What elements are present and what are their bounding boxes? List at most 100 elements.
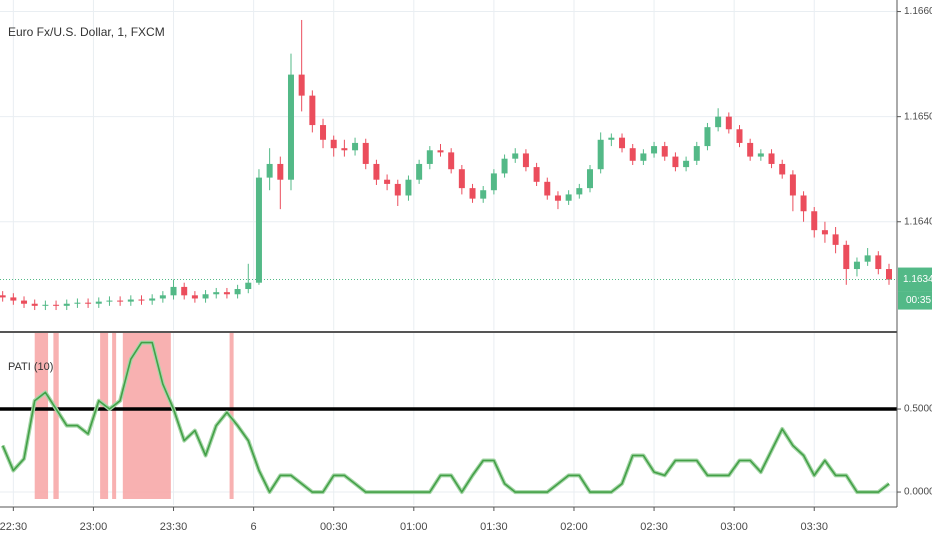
candle-body: [298, 74, 305, 96]
candle-body: [672, 156, 679, 168]
candle-body: [693, 146, 700, 161]
candle-body: [74, 302, 81, 304]
candle-body: [320, 125, 327, 140]
candle-body: [277, 163, 284, 180]
x-tick-label: 23:30: [160, 521, 188, 533]
candle-body: [10, 297, 17, 301]
candle-body: [490, 173, 497, 191]
candle-body: [234, 289, 241, 295]
highlight-band: [112, 333, 117, 499]
candle-body: [448, 152, 455, 170]
candle-body: [725, 116, 732, 130]
candle-body: [213, 292, 220, 295]
x-tick-label: 01:30: [480, 521, 508, 533]
candle-body: [768, 153, 775, 164]
candle-body: [266, 163, 273, 178]
candle-body: [394, 183, 401, 196]
candle-body: [437, 150, 444, 153]
highlight-band: [34, 333, 49, 499]
candle-body: [565, 194, 572, 201]
candle-body: [21, 300, 28, 304]
candle-body: [117, 300, 124, 302]
candle-body: [789, 174, 796, 196]
marks-layer: [0, 19, 897, 495]
chart-title: Euro Fx/U.S. Dollar, 1, FXCM: [8, 25, 165, 39]
indicator-title: PATI (10): [8, 361, 53, 373]
candle-body: [736, 129, 743, 143]
candle-body: [640, 153, 647, 161]
candle-body: [885, 269, 892, 280]
candle-body: [341, 148, 348, 151]
candle-body: [416, 163, 423, 180]
candle-body: [202, 294, 209, 299]
x-tick-label: 22:30: [0, 521, 27, 533]
x-tick-label: 03:30: [800, 521, 828, 533]
candle-body: [42, 304, 49, 306]
y-tick-label: 0.5000: [904, 404, 932, 415]
candle-body: [223, 292, 230, 295]
x-tick-label: 23:00: [80, 521, 108, 533]
candle-body: [651, 146, 658, 154]
candle-body: [501, 158, 508, 174]
candle-body: [170, 286, 177, 296]
y-tick-label: 1.16500: [904, 111, 932, 122]
candle-body: [106, 300, 113, 302]
x-tick-label: 02:30: [640, 521, 668, 533]
candle-body: [811, 211, 818, 231]
candle-body: [373, 163, 380, 180]
candle-body: [576, 188, 583, 195]
candle-body: [362, 142, 369, 164]
candle-body: [512, 153, 519, 159]
x-tick-label: 00:30: [320, 521, 348, 533]
candle-body: [704, 127, 711, 147]
candle-body: [245, 282, 252, 290]
candle-body: [629, 148, 636, 161]
x-tick-label: 02:00: [560, 521, 588, 533]
candle-body: [757, 153, 764, 157]
candle-body: [330, 139, 337, 149]
candle-body: [31, 303, 38, 306]
candle-body: [352, 142, 359, 151]
x-tick-label: 01:00: [400, 521, 428, 533]
candle-body: [53, 304, 60, 306]
candle-body: [127, 299, 134, 302]
highlight-band: [100, 333, 109, 499]
candle-body: [469, 188, 476, 199]
candle-body: [779, 163, 786, 175]
candle-body: [0, 295, 6, 298]
candle-body: [255, 177, 262, 283]
x-tick-label: 03:00: [720, 521, 748, 533]
candle-body: [309, 95, 316, 126]
candle-body: [181, 286, 188, 296]
candle-body: [800, 195, 807, 212]
candle-body: [191, 295, 198, 299]
y-tick-label: 1.16600: [904, 6, 932, 17]
candle-body: [138, 299, 145, 301]
candle-body: [85, 302, 92, 304]
countdown-tag: [898, 291, 932, 310]
candle-body: [715, 116, 722, 128]
candle-body: [619, 137, 626, 149]
candle-body: [533, 167, 540, 182]
candle-body: [384, 179, 391, 184]
candle-body: [405, 179, 412, 196]
candle-body: [149, 298, 156, 301]
highlight-band: [53, 333, 59, 499]
candle-body: [597, 139, 604, 170]
candle-body: [458, 169, 465, 189]
candle-body: [426, 150, 433, 164]
candle-body: [821, 230, 828, 235]
candle-body: [554, 195, 561, 201]
candle-body: [287, 74, 294, 180]
y-tick-label: 0.0000: [904, 487, 932, 498]
candle-body: [159, 295, 166, 299]
axis-layer: 1.16400 1.16500 1.16600 1.16345 00:35 0.0000 0…: [0, 6, 932, 533]
indicator-line: [1, 341, 890, 493]
x-tick-label: 6: [251, 521, 257, 533]
candle-body: [63, 303, 70, 306]
candle-body: [747, 142, 754, 157]
candle-body: [480, 190, 487, 199]
y-tick-label: 1.16400: [904, 216, 932, 227]
